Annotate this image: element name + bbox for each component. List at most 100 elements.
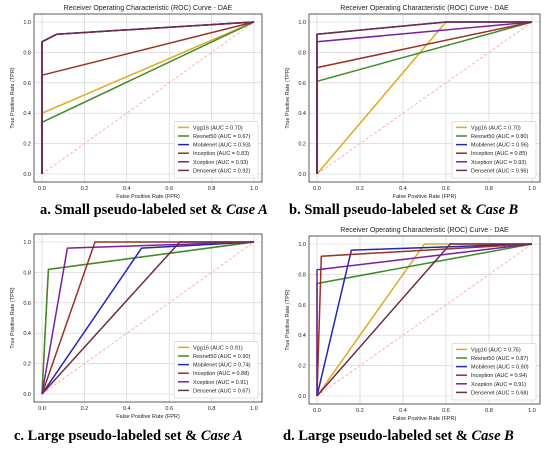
x-tick-label: 0.8 bbox=[208, 186, 216, 192]
series-line-inception bbox=[316, 243, 533, 397]
y-tick-label: 0.4 bbox=[298, 111, 306, 117]
legend-label-densenet: Densenet (AUC = 0.67) bbox=[193, 388, 250, 394]
y-tick-label: 0.0 bbox=[23, 172, 31, 178]
x-tick-label: 0.6 bbox=[442, 408, 450, 414]
legend-label-xception: Xception (AUC = 0.93) bbox=[193, 160, 248, 166]
y-tick-label: 0.6 bbox=[298, 81, 306, 87]
x-tick-label: 0.8 bbox=[208, 406, 216, 412]
x-tick-label: 0.8 bbox=[485, 408, 493, 414]
y-tick-label: 0.4 bbox=[23, 331, 31, 337]
y-tick-label: 0.6 bbox=[23, 81, 31, 87]
legend-label-xception: Xception (AUC = 0.93) bbox=[471, 160, 526, 166]
chart-title: Receiver Operating Characteristic (ROC) … bbox=[64, 5, 233, 12]
x-tick-label: 0.6 bbox=[442, 186, 450, 192]
series-line-mobilenet bbox=[316, 243, 533, 397]
y-tick-label: 0.6 bbox=[298, 303, 306, 309]
legend-label-mobilenet: Mobilenet (AUC = 0.93) bbox=[193, 143, 251, 149]
y-axis-label: True Positive Rate (TPR) bbox=[285, 67, 291, 128]
legend-label-densenet: Densenet (AUC = 0.96) bbox=[471, 168, 528, 174]
series-line-resnet50 bbox=[41, 241, 255, 395]
legend-label-mobilenet: Mobilenet (AUC = 0.90) bbox=[471, 365, 529, 371]
legend-label-resnet50: Resnet50 (AUC = 0.80) bbox=[471, 134, 528, 140]
y-tick-label: 0.4 bbox=[23, 111, 31, 117]
y-tick-label: 1.0 bbox=[298, 242, 306, 248]
plot-frame bbox=[33, 13, 263, 183]
x-tick-label: 0.8 bbox=[485, 186, 493, 192]
chart-panel-b: 0.0 0.2 0.4 0.6 0.8 1.0 0.0 0.2 0.4 0.6 0.8 1.0 Fals… bbox=[275, 0, 550, 224]
series-line-xception bbox=[316, 243, 533, 396]
roc-chart-b: 0.0 0.2 0.4 0.6 0.8 1.0 0.0 0.2 0.4 0.6 0.8 1.0 Fals… bbox=[285, 5, 541, 200]
y-tick-label: 0.8 bbox=[298, 272, 306, 278]
roc-chart-c: 0.0 0.2 0.4 0.6 0.8 1.0 0.0 0.2 0.4 0.6 0.8 1.0 Fals… bbox=[10, 233, 263, 420]
legend-box bbox=[173, 341, 259, 399]
x-axis-label: False Positive Rate (FPR) bbox=[393, 194, 457, 200]
legend-label-vgg16: Vgg16 (AUC = 0.70) bbox=[193, 125, 243, 131]
chart-panel-c: 0.0 0.2 0.4 0.6 0.8 1.0 0.0 0.2 0.4 0.6 0.8 1.0 Fals… bbox=[0, 224, 275, 449]
legend-label-xception: Xception (AUC = 0.91) bbox=[471, 382, 526, 388]
y-tick-label: 1.0 bbox=[23, 240, 31, 246]
legend-box bbox=[451, 343, 537, 401]
y-tick-label: 0.8 bbox=[23, 270, 31, 276]
x-tick-label: 1.0 bbox=[528, 408, 536, 414]
chance-line bbox=[41, 241, 255, 395]
legend-label-inception: Inception (AUC = 0.94) bbox=[471, 373, 527, 379]
y-axis-label: True Positive Rate (TPR) bbox=[285, 289, 291, 350]
x-tick-label: 0.2 bbox=[356, 186, 364, 192]
legend-label-vgg16: Vgg16 (AUC = 0.91) bbox=[193, 345, 243, 351]
legend-label-densenet: Densenet (AUC = 0.92) bbox=[193, 168, 250, 174]
legend-box bbox=[451, 121, 537, 179]
plot-frame bbox=[308, 235, 541, 405]
y-tick-label: 0.2 bbox=[298, 364, 306, 370]
plot-frame bbox=[308, 13, 541, 183]
chart-panel-d: 0.0 0.2 0.4 0.6 0.8 1.0 0.0 0.2 0.4 0.6 0.8 1.0 Fals… bbox=[275, 224, 550, 449]
x-tick-label: 0.4 bbox=[123, 406, 131, 412]
legend-label-vgg16: Vgg16 (AUC = 0.75) bbox=[471, 347, 521, 353]
legend-label-inception: Inception (AUC = 0.88) bbox=[193, 371, 249, 377]
x-axis-label: False Positive Rate (FPR) bbox=[393, 416, 457, 422]
caption-a: a. Small pseudo-labeled set & Case A bbox=[40, 202, 268, 218]
series-line-mobilenet bbox=[41, 241, 255, 395]
legend-label-xception: Xception (AUC = 0.91) bbox=[193, 380, 248, 386]
x-tick-label: 0.0 bbox=[313, 408, 321, 414]
x-tick-label: 0.4 bbox=[399, 408, 407, 414]
series-line-xception bbox=[41, 241, 255, 395]
x-tick-label: 0.2 bbox=[81, 186, 89, 192]
legend-label-mobilenet: Mobilenet (AUC = 0.96) bbox=[471, 143, 529, 149]
x-axis-label: False Positive Rate (FPR) bbox=[116, 194, 180, 200]
y-tick-label: 0.0 bbox=[23, 392, 31, 398]
chart-panel-a: 0.0 0.2 0.4 0.6 0.8 1.0 0.0 0.2 0.4 0.6 0.8 1.0 Fals… bbox=[0, 0, 275, 224]
x-tick-label: 1.0 bbox=[528, 186, 536, 192]
legend-label-vgg16: Vgg16 (AUC = 0.70) bbox=[471, 125, 521, 131]
series-line-densenet bbox=[41, 241, 254, 395]
roc-chart-a: 0.0 0.2 0.4 0.6 0.8 1.0 0.0 0.2 0.4 0.6 0.8 1.0 Fals… bbox=[10, 5, 263, 200]
x-tick-label: 0.2 bbox=[356, 408, 364, 414]
caption-b: b. Small pseudo-labeled set & Case B bbox=[289, 202, 519, 218]
x-axis-label: False Positive Rate (FPR) bbox=[116, 414, 180, 420]
series-line-densenet bbox=[316, 21, 532, 174]
x-tick-label: 0.6 bbox=[165, 406, 173, 412]
series-line-densenet bbox=[316, 243, 532, 397]
series-line-densenet bbox=[41, 21, 255, 174]
legend-label-resnet50: Resnet50 (AUC = 0.87) bbox=[471, 356, 528, 362]
caption-d: d. Large pseudo-labeled set & Case B bbox=[283, 428, 514, 444]
y-tick-label: 1.0 bbox=[23, 20, 31, 26]
y-tick-label: 0.6 bbox=[23, 301, 31, 307]
y-tick-label: 0.4 bbox=[298, 333, 306, 339]
legend-label-mobilenet: Mobilenet (AUC = 0.74) bbox=[193, 363, 251, 369]
legend-box bbox=[173, 121, 259, 179]
plot-frame bbox=[33, 233, 263, 403]
x-tick-label: 0.4 bbox=[123, 186, 131, 192]
y-tick-label: 0.2 bbox=[23, 142, 31, 148]
y-axis-label: True Positive Rate (TPR) bbox=[10, 287, 16, 348]
legend-label-inception: Inception (AUC = 0.83) bbox=[193, 151, 249, 157]
x-tick-label: 0.6 bbox=[165, 186, 173, 192]
y-tick-label: 0.8 bbox=[298, 50, 306, 56]
chart-title: Receiver Operating Characteristic (ROC) … bbox=[340, 227, 509, 234]
y-tick-label: 0.2 bbox=[23, 362, 31, 368]
x-tick-label: 0.4 bbox=[399, 186, 407, 192]
y-tick-label: 1.0 bbox=[298, 20, 306, 26]
x-tick-label: 0.2 bbox=[81, 406, 89, 412]
x-tick-label: 0.0 bbox=[38, 186, 46, 192]
legend-label-densenet: Densenet (AUC = 0.68) bbox=[471, 390, 528, 396]
chart-title: Receiver Operating Characteristic (ROC) … bbox=[340, 5, 509, 12]
